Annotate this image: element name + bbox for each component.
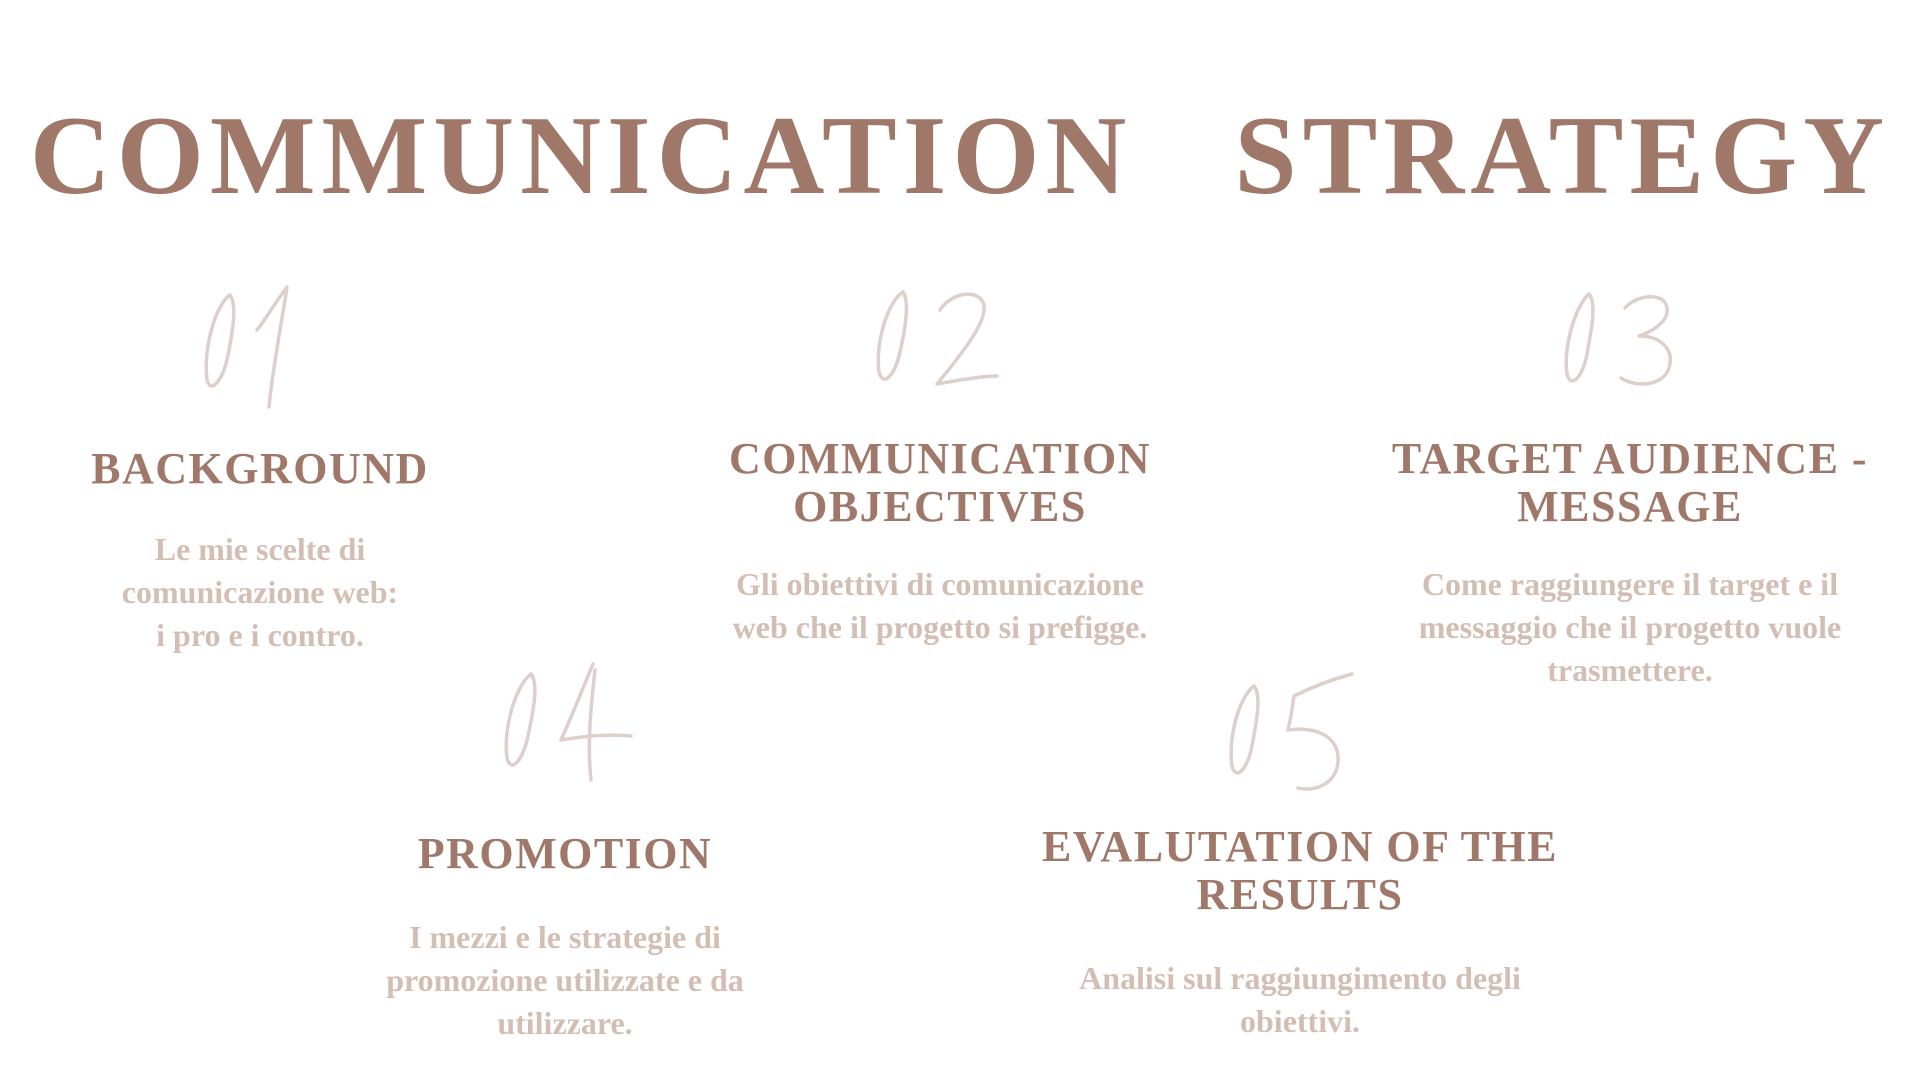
section-target-audience: TARGET AUDIENCE - MESSAGE Come raggiunge… [1390, 280, 1870, 692]
section-number-02 [865, 280, 1005, 400]
section-heading: EVALUTATION OF THE RESULTS [1041, 822, 1558, 919]
section-number-01 [195, 275, 315, 415]
page-title: COMMUNICATION STRATEGY [29, 94, 1891, 218]
section-heading: COMMUNICATION OBJECTIVES [729, 434, 1151, 531]
section-description: I mezzi e le strategie di promozione uti… [386, 919, 744, 1041]
section-number-05 [1220, 670, 1360, 795]
section-heading: BACKGROUND [91, 444, 429, 493]
section-number-04 [495, 660, 635, 785]
section-description: Come raggiungere il target e il messaggi… [1418, 566, 1842, 688]
section-description: Le mie scelte di comunicazione web: i pr… [121, 531, 399, 653]
section-description: Gli obiettivi di comunicazione web che i… [732, 566, 1148, 645]
section-communication-objectives: COMMUNICATION OBJECTIVES Gli obiettivi d… [690, 280, 1190, 649]
section-heading: PROMOTION [417, 829, 713, 878]
section-promotion: PROMOTION I mezzi e le strategie di prom… [355, 660, 775, 1045]
section-background: BACKGROUND Le mie scelte di comunicazion… [90, 275, 430, 657]
section-evaluation: EVALUTATION OF THE RESULTS Analisi sul r… [1020, 670, 1580, 1043]
section-heading: TARGET AUDIENCE - MESSAGE [1391, 434, 1869, 531]
section-description: Analisi sul raggiungimento degli obietti… [1079, 960, 1521, 1039]
section-number-03 [1555, 280, 1685, 400]
